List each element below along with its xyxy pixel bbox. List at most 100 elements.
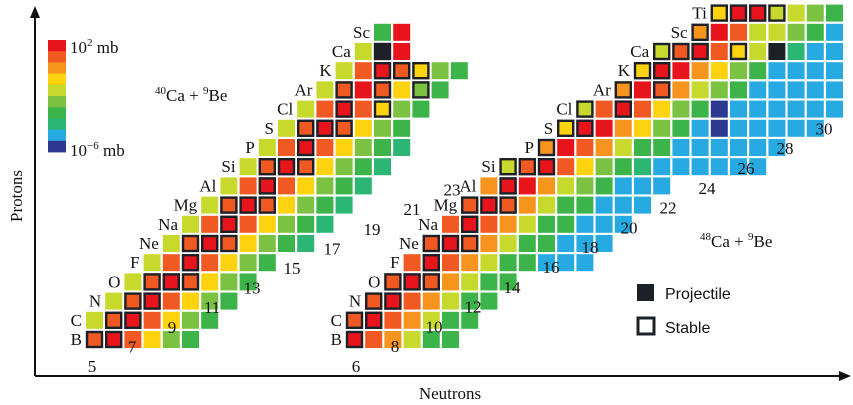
panel1-nuclide-cell — [143, 331, 161, 348]
panel1-stable-marker — [258, 196, 276, 214]
panel1-neutron-label: 9 — [168, 318, 177, 337]
panel2-nuclide-cell — [518, 177, 536, 195]
panel1-nuclide-cell — [374, 23, 391, 41]
panel2-nuclide-cell — [538, 196, 555, 214]
panel2-nuclide-cell — [480, 196, 498, 214]
panel1-nuclide-cell — [393, 43, 411, 60]
panel2-stable-marker — [518, 157, 536, 176]
panel1-neutron-label: 5 — [88, 357, 97, 376]
panel2-nuclide-cell — [480, 273, 498, 291]
panel1-nuclide-cell — [86, 311, 103, 329]
panel1-nuclide-cell — [239, 177, 257, 195]
panel2-nuclide-cell — [768, 139, 786, 156]
panel1-neutron-label: 17 — [324, 239, 342, 258]
panel2-stable-marker — [576, 100, 594, 118]
panel2-nuclide-cell — [595, 100, 613, 118]
colorbar-step — [48, 62, 66, 74]
panel1-nuclide-cell — [143, 254, 161, 272]
panel1-nuclide-cell — [374, 158, 391, 176]
panel2-nuclide-cell — [480, 215, 498, 233]
panel1-nuclide-cell — [258, 196, 276, 214]
panel1-nuclide-cell — [124, 292, 142, 310]
panel2-neutron-label: 22 — [660, 199, 677, 218]
panel2-element-label: Ar — [593, 80, 611, 99]
panel2-nuclide-cell — [538, 158, 555, 176]
panel2-nuclide-cell — [634, 62, 651, 80]
panel1-nuclide-cell — [335, 196, 353, 214]
panel2-nuclide-cell — [576, 100, 594, 118]
panel2-nuclide-cell — [672, 81, 690, 99]
panel2-nuclide-cell — [557, 215, 575, 233]
panel2-nuclide-cell — [422, 235, 440, 252]
panel1-nuclide-cell — [278, 196, 295, 214]
panel1-stable-marker — [104, 311, 123, 329]
panel1-nuclide-cell — [278, 119, 295, 137]
panel1-nuclide-cell — [162, 292, 180, 310]
panel2-neutron-label: 10 — [426, 317, 443, 336]
panel2-nuclide-cell — [576, 139, 594, 156]
panel2-nuclide-cell — [691, 62, 709, 80]
panel1-nuclide-cell — [182, 235, 199, 252]
panel2-element-label: S — [544, 119, 553, 138]
panel1-nuclide-cell — [412, 100, 430, 118]
panel2-neutron-label: 28 — [777, 139, 794, 158]
panel1-nuclide-cell — [354, 158, 372, 176]
panel1-neutron-label: 7 — [128, 337, 137, 356]
panel1-nuclide-cell — [201, 215, 219, 233]
panel2-nuclide-cell — [710, 100, 728, 118]
panel2-nuclide-cell — [538, 235, 555, 252]
panel2-nuclide-cell — [384, 273, 402, 291]
panel1-element-label: S — [265, 119, 274, 138]
panel1-nuclide-cell — [124, 311, 142, 329]
panel1-nuclide-cell — [258, 139, 276, 156]
panel2-stable-marker — [768, 4, 786, 22]
panel1-stable-marker — [277, 157, 296, 176]
panel1-nuclide-cell — [354, 62, 372, 80]
panel1-nuclide-cell — [316, 81, 334, 99]
panel2-nuclide-cell — [403, 331, 421, 348]
panel1-nuclide-cell — [182, 292, 199, 310]
panel1-nuclide-cell — [335, 62, 353, 80]
panel2-nuclide-cell — [538, 139, 555, 156]
panel1-nuclide-cell — [316, 158, 334, 176]
panel1-nuclide-cell — [162, 235, 180, 252]
panel1-stable-marker — [181, 253, 200, 272]
panel2-nuclide-cell — [806, 81, 824, 99]
panel2-nuclide-cell — [595, 158, 613, 176]
panel1-nuclide-cell — [124, 273, 142, 291]
panel1-nuclide-cell — [220, 196, 238, 214]
panel1-stable-marker — [258, 157, 276, 176]
panel2-nuclide-cell — [749, 4, 767, 22]
panel1-stable-marker — [297, 138, 315, 157]
panel1-nuclide-cell — [335, 158, 353, 176]
panel2-nuclide-cell — [461, 235, 479, 252]
panel1-nuclide-cell — [393, 23, 411, 41]
panel1-nuclide-cell — [258, 254, 276, 272]
panel2-stable-marker — [499, 177, 517, 195]
panel1-nuclide-cell — [393, 139, 411, 156]
panel2-stable-marker — [614, 100, 632, 118]
panel1-element-label: Ca — [332, 42, 351, 61]
panel1-nuclide-cell — [297, 177, 315, 195]
panel2-nuclide-cell — [634, 158, 651, 176]
panel2-stable-marker — [653, 62, 671, 80]
panel2-nuclide-cell — [768, 81, 786, 99]
panel1-element-label: N — [89, 292, 101, 311]
panel1-nuclide-cell — [297, 139, 315, 156]
panel2-stable-marker — [499, 196, 517, 214]
panel2-nuclide-cell — [768, 119, 786, 137]
panel2-nuclide-cell — [749, 139, 767, 156]
panel2-nuclide-cell — [346, 311, 363, 329]
panel1-stable-marker — [412, 62, 430, 80]
panel1-stable-marker — [143, 292, 161, 310]
panel2-nuclide-cell — [806, 43, 824, 60]
panel1-stable-marker — [220, 234, 238, 253]
panel1-nuclide-cell — [450, 62, 468, 80]
panel2-stable-marker — [499, 157, 517, 176]
panel2-element-label: Sc — [671, 23, 688, 42]
panel2-nuclide-cell — [557, 235, 575, 252]
panel1-nuclide-cell — [239, 215, 257, 233]
panel2-nuclide-cell — [768, 62, 786, 80]
x-axis-arrow — [839, 371, 851, 381]
panel1-nuclide-cell — [239, 196, 257, 214]
